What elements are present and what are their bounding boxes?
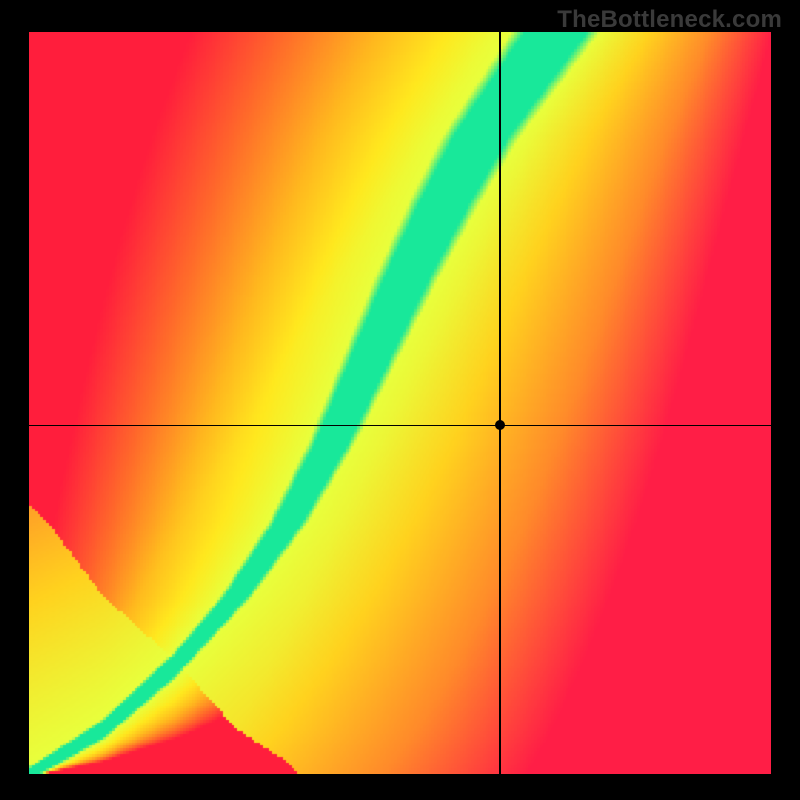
heatmap-plot-area <box>29 32 771 774</box>
crosshair-vertical <box>499 32 500 774</box>
chart-container: TheBottleneck.com <box>0 0 800 800</box>
crosshair-horizontal <box>29 425 771 426</box>
watermark-text: TheBottleneck.com <box>557 6 782 34</box>
marker-point <box>495 420 505 430</box>
heatmap-canvas <box>29 32 771 774</box>
